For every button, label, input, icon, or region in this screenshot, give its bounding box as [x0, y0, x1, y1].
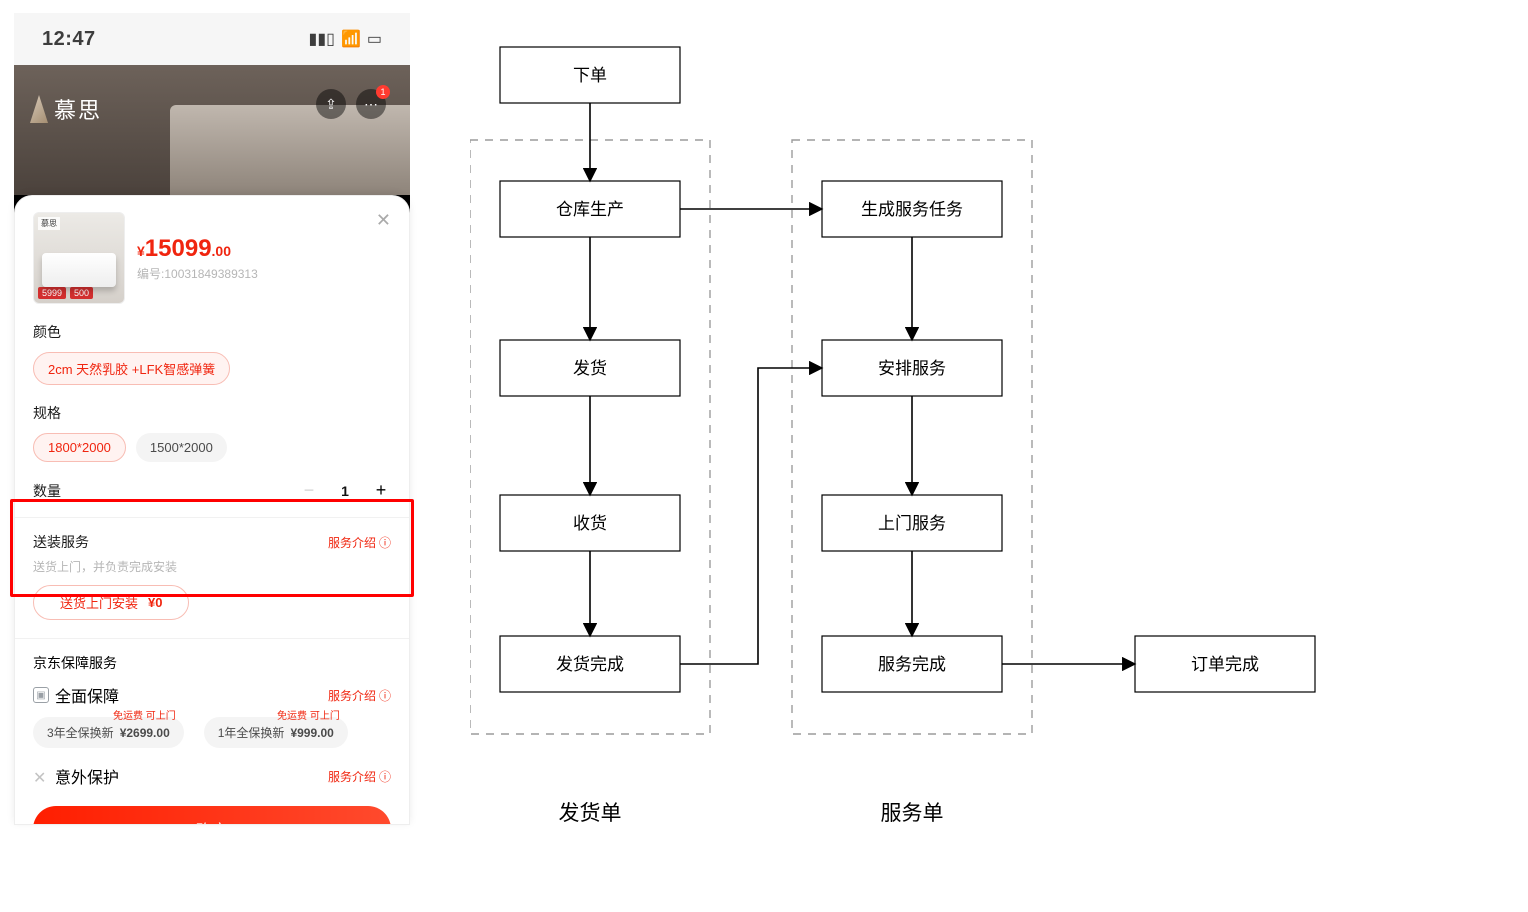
- warranty-full-info-link[interactable]: 服务介绍ⓘ: [328, 687, 391, 704]
- notification-badge: 1: [376, 85, 390, 99]
- warranty-plan[interactable]: 免运费 可上门 3年全保换新¥2699.00: [33, 717, 184, 748]
- color-section: 颜色 2cm 天然乳胶 +LFK智感弹簧: [33, 322, 391, 385]
- quantity-stepper[interactable]: − 1 +: [299, 480, 391, 501]
- brand-mark-icon: [30, 95, 48, 123]
- qty-section: 数量 − 1 +: [33, 480, 391, 501]
- thumb-tag: 500: [70, 287, 93, 299]
- spec-option[interactable]: 1500*2000: [136, 433, 227, 462]
- flow-node-label: 发货: [573, 359, 607, 378]
- plan-tag: 免运费 可上门: [113, 707, 176, 722]
- hero-actions: ⇪ ⋯ 1: [316, 89, 386, 119]
- more-icon[interactable]: ⋯ 1: [356, 89, 386, 119]
- tools-icon: ✕: [33, 768, 49, 784]
- warranty-full-label: ▣ 全面保障: [33, 683, 119, 707]
- info-icon: ⓘ: [379, 768, 391, 785]
- flow-node-label: 订单完成: [1191, 655, 1259, 674]
- spec-title: 规格: [33, 403, 391, 423]
- product-row: 慕思 5999 500 ¥15099.00 编号:10031849389313: [33, 212, 391, 304]
- column-title: 发货单: [559, 802, 622, 825]
- brand-name: 慕思: [54, 93, 102, 125]
- flow-node-label: 下单: [573, 66, 607, 85]
- status-time: 12:47: [42, 28, 96, 51]
- flow-node-label: 仓库生产: [556, 200, 624, 219]
- status-bar: 12:47 ▮▮▯ 📶 ▭: [14, 13, 410, 65]
- phone-body: 12:47 ▮▮▯ 📶 ▭ 慕思 ⇪ ⋯ 1 ✕: [14, 13, 410, 825]
- color-option[interactable]: 2cm 天然乳胶 +LFK智感弹簧: [33, 352, 230, 385]
- shield-icon: ▣: [33, 687, 49, 703]
- warranty-accident-info-link[interactable]: 服务介绍ⓘ: [328, 768, 391, 785]
- flow-node-label: 上门服务: [878, 514, 946, 533]
- color-title: 颜色: [33, 322, 391, 342]
- close-icon[interactable]: ✕: [376, 210, 391, 231]
- flowchart: 下单仓库生产发货收货发货完成 生成服务任务安排服务上门服务服务完成 订单完成发货单 服…: [470, 28, 1490, 828]
- confirm-button[interactable]: 确定: [33, 806, 391, 825]
- info-icon: ⓘ: [379, 687, 391, 704]
- flow-node-label: 安排服务: [878, 359, 946, 378]
- flow-node-label: 发货完成: [556, 655, 624, 674]
- share-icon[interactable]: ⇪: [316, 89, 346, 119]
- signal-icon: ▮▮▯: [309, 29, 335, 49]
- flow-node-label: 收货: [573, 514, 607, 533]
- column-title: 服务单: [881, 802, 944, 825]
- flow-node-label: 服务完成: [878, 655, 946, 674]
- flow-edge: [680, 368, 822, 664]
- plan-tag: 免运费 可上门: [277, 707, 340, 722]
- flow-node-label: 生成服务任务: [861, 200, 963, 219]
- thumb-brand: 慕思: [38, 217, 60, 230]
- product-sku: 编号:10031849389313: [137, 265, 258, 282]
- qty-title: 数量: [33, 481, 61, 501]
- thumb-tag: 5999: [38, 287, 66, 299]
- qty-minus-button[interactable]: −: [299, 480, 319, 501]
- status-icons: ▮▮▯ 📶 ▭: [309, 29, 382, 49]
- warranty-plan[interactable]: 免运费 可上门 1年全保换新¥999.00: [204, 717, 348, 748]
- phone-mockup: 12:47 ▮▮▯ 📶 ▭ 慕思 ⇪ ⋯ 1 ✕: [14, 13, 410, 823]
- battery-icon: ▭: [367, 29, 382, 49]
- wifi-icon: 📶: [341, 29, 361, 49]
- product-price: ¥15099.00: [137, 235, 258, 263]
- warranty-accident-label: ✕ 意外保护: [33, 764, 119, 788]
- qty-plus-button[interactable]: +: [371, 480, 391, 501]
- product-hero: 慕思 ⇪ ⋯ 1: [14, 65, 410, 195]
- qty-value: 1: [333, 483, 357, 499]
- spec-section: 规格 1800*2000 1500*2000: [33, 403, 391, 462]
- product-thumbnail[interactable]: 慕思 5999 500: [33, 212, 125, 304]
- warranty-section: 京东保障服务 ▣ 全面保障 服务介绍ⓘ 免运费 可上门 3年全保换新¥2699.…: [33, 653, 391, 788]
- brand-logo: 慕思: [30, 93, 102, 125]
- warranty-title: 京东保障服务: [33, 653, 391, 673]
- divider: [15, 638, 409, 639]
- highlight-box: [10, 499, 414, 597]
- spec-option[interactable]: 1800*2000: [33, 433, 126, 462]
